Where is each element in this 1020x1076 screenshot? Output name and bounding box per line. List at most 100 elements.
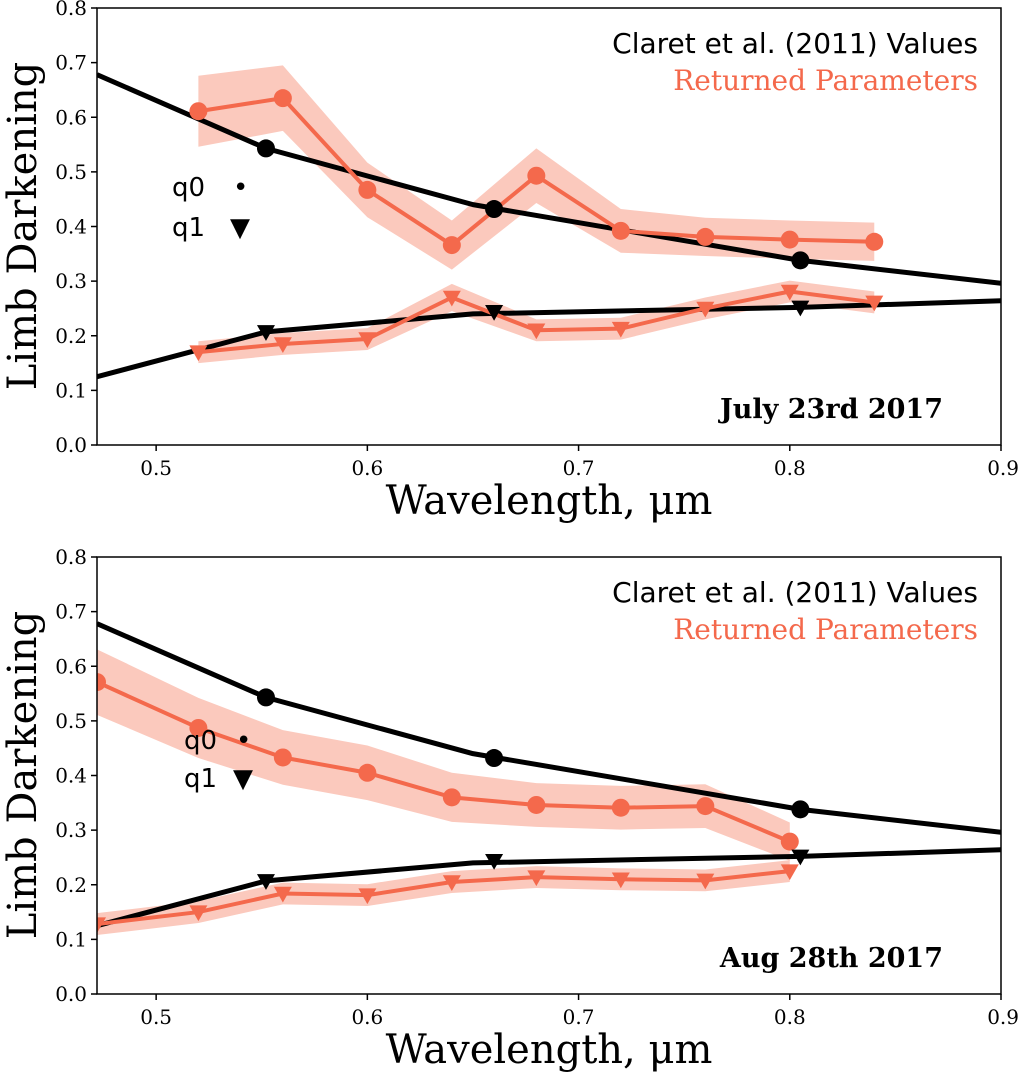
returned-q1-point xyxy=(189,345,208,362)
claret-q0-point xyxy=(485,749,504,768)
claret-q1-point xyxy=(791,300,810,317)
claret-q0-point xyxy=(485,200,504,219)
legend-returned: Returned Parameters xyxy=(673,613,978,646)
date-label: July 23rd 2017 xyxy=(718,394,943,425)
returned-q0-point xyxy=(527,795,546,814)
x-axis-label: Wavelength, μm xyxy=(386,478,713,524)
claret-q0-point xyxy=(791,800,810,819)
returned-q1-point xyxy=(358,332,377,349)
y-ticks: 0.0 0.1 0.2 0.3 0.4 0.5 0.6 0.7 0.8 xyxy=(55,545,97,1006)
y-ticks: 0.0 0.1 0.2 0.3 0.4 0.5 0.6 0.7 0.8 xyxy=(55,0,97,457)
returned-q0-point xyxy=(358,763,377,782)
x-tick-label: 0.6 xyxy=(351,1005,383,1029)
returned-q0-point xyxy=(780,832,799,851)
y-tick-label: 0.3 xyxy=(55,818,87,842)
y-tick-label: 0.5 xyxy=(55,709,87,733)
returned-q1-point xyxy=(865,295,884,312)
claret-q1-line xyxy=(97,847,1001,929)
panel-august: 0.0 0.1 0.2 0.3 0.4 0.5 0.6 0.7 0.8 0.5 0.6 0.7 0.8… xyxy=(0,545,1019,1073)
returned-q0-point xyxy=(189,718,208,737)
claret-q0-point xyxy=(256,139,275,158)
claret-q1-point xyxy=(256,874,275,890)
x-ticks: 0.5 0.6 0.7 0.8 0.9 xyxy=(140,445,1019,480)
returned-q0-point xyxy=(780,230,799,249)
x-tick-label: 0.9 xyxy=(987,456,1019,480)
y-tick-label: 0.1 xyxy=(55,927,87,951)
returned-q0-point xyxy=(527,166,546,185)
q0-symbol: • xyxy=(233,173,248,203)
claret-q0-line xyxy=(97,621,1001,835)
returned-q0-point xyxy=(442,788,461,807)
returned-q1-point xyxy=(527,323,546,340)
returned-q1-point xyxy=(527,870,546,887)
y-tick-label: 0.0 xyxy=(55,433,87,457)
returned-q0-point xyxy=(696,797,715,816)
x-axis-label: Wavelength, μm xyxy=(386,1027,713,1073)
q0-symbol: • xyxy=(236,726,251,756)
y-tick-label: 0.7 xyxy=(55,51,87,75)
returned-q1-point xyxy=(442,290,461,307)
returned-q0-point xyxy=(696,227,715,246)
returned-q1-point xyxy=(696,873,715,890)
y-tick-label: 0.8 xyxy=(55,545,87,569)
y-tick-label: 0.4 xyxy=(55,764,87,788)
y-axis-label: Limb Darkening xyxy=(0,611,46,939)
q1-label: q1 xyxy=(184,764,217,794)
returned-q1-point xyxy=(780,284,799,301)
claret-q0-line xyxy=(97,72,1001,286)
x-tick-label: 0.6 xyxy=(351,456,383,480)
series-group xyxy=(97,65,1001,380)
returned-q1-point xyxy=(273,337,292,353)
q0-label: q0 xyxy=(172,173,205,203)
y-tick-label: 0.2 xyxy=(55,324,87,348)
y-tick-label: 0.0 xyxy=(55,982,87,1006)
returned-q0-point xyxy=(189,102,208,121)
y-tick-label: 0.6 xyxy=(55,654,87,678)
returned-q1-point xyxy=(358,888,377,905)
panel-july: 0.0 0.1 0.2 0.3 0.4 0.5 0.6 0.7 0.8 0.5 0.6 0.7 0.8… xyxy=(0,0,1019,524)
q1-label: q1 xyxy=(172,213,205,243)
returned-q0-point xyxy=(97,673,106,692)
y-tick-label: 0.1 xyxy=(55,378,87,402)
returned-q0-point xyxy=(358,180,377,199)
returned-q1-point xyxy=(442,875,461,892)
q1-symbol: ▼ xyxy=(230,213,250,243)
legend-claret: Claret et al. (2011) Values xyxy=(612,576,978,609)
y-tick-label: 0.3 xyxy=(55,269,87,293)
x-tick-label: 0.8 xyxy=(774,456,806,480)
returned-q1-point xyxy=(611,872,630,889)
plot-area xyxy=(97,621,1001,936)
x-tick-label: 0.5 xyxy=(140,456,172,480)
date-label: Aug 28th 2017 xyxy=(719,943,943,974)
returned-q1-point xyxy=(189,905,208,922)
claret-q0-point xyxy=(791,251,810,270)
y-tick-label: 0.8 xyxy=(55,0,87,20)
x-tick-label: 0.5 xyxy=(140,1005,172,1029)
plot-area xyxy=(97,65,1001,380)
claret-q1-point xyxy=(791,849,810,866)
x-tick-label: 0.9 xyxy=(987,1005,1019,1029)
claret-q1-point xyxy=(485,304,504,321)
claret-q1-line xyxy=(97,298,1001,380)
y-tick-label: 0.4 xyxy=(55,215,87,239)
y-tick-label: 0.6 xyxy=(55,105,87,129)
claret-q0-point xyxy=(256,688,275,707)
q0-label: q0 xyxy=(184,726,217,756)
x-tick-label: 0.7 xyxy=(563,1005,595,1029)
x-ticks: 0.5 0.6 0.7 0.8 0.9 xyxy=(140,994,1019,1029)
returned-q0-point xyxy=(865,232,884,251)
y-tick-label: 0.2 xyxy=(55,873,87,897)
returned-q0-point xyxy=(611,221,630,240)
returned-q0-point xyxy=(442,236,461,255)
returned-q1-point xyxy=(97,917,106,934)
q1-symbol: ▼ xyxy=(233,764,253,794)
legend-claret: Claret et al. (2011) Values xyxy=(612,27,978,60)
returned-q1-point xyxy=(611,321,630,338)
y-tick-label: 0.5 xyxy=(55,160,87,184)
returned-q0-point xyxy=(273,748,292,767)
returned-q0-point xyxy=(611,798,630,817)
claret-q1-point xyxy=(256,325,275,341)
x-tick-label: 0.7 xyxy=(563,456,595,480)
returned-q1-point xyxy=(780,864,799,881)
